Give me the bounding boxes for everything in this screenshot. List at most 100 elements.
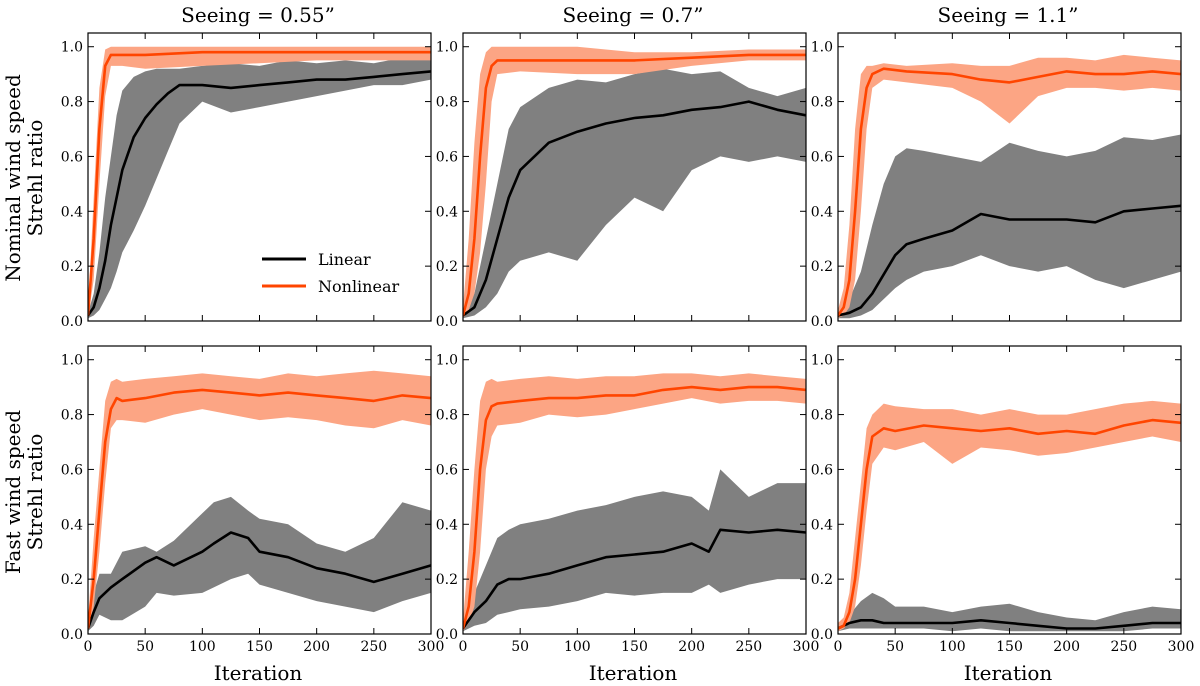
xtick-label-r2c2-0: 0 bbox=[459, 639, 468, 655]
ytick-label-r1c1-0.2: 0.2 bbox=[61, 259, 83, 275]
ytick-label-r2c2-0.2: 0.2 bbox=[436, 572, 458, 588]
band-linear-r1c3 bbox=[838, 134, 1181, 319]
line-nonlinear-r1c1 bbox=[88, 50, 431, 316]
xtick-label-r2c3-200: 200 bbox=[1053, 639, 1080, 655]
band-nonlinear-r1c2 bbox=[463, 46, 806, 319]
band-nonlinear-r2c2 bbox=[463, 373, 806, 632]
line-linear-r1c1 bbox=[88, 70, 431, 317]
ytick-label-r2c1-0.2: 0.2 bbox=[61, 572, 83, 588]
line-linear-r2c2 bbox=[463, 528, 806, 630]
line-linear-r1c3 bbox=[838, 204, 1181, 317]
ytick-label-r2c1-0.4: 0.4 bbox=[61, 517, 83, 533]
ytick-label-r2c1-0.6: 0.6 bbox=[61, 462, 83, 478]
xlabel-col-2: Iteration bbox=[589, 661, 678, 685]
ytick-label-r1c2-0.8: 0.8 bbox=[436, 95, 458, 111]
line-nonlinear-r1c2 bbox=[463, 53, 806, 316]
xtick-label-r2c1-150: 150 bbox=[246, 639, 273, 655]
line-nonlinear-r2c1 bbox=[88, 388, 431, 629]
xtick-label-r2c3-100: 100 bbox=[939, 639, 966, 655]
column-title-1: Seeing = 0.55” bbox=[181, 3, 335, 27]
line-linear-r2c3 bbox=[838, 618, 1181, 630]
xtick-label-r2c2-200: 200 bbox=[678, 639, 705, 655]
ytick-label-r1c3-0.6: 0.6 bbox=[811, 149, 833, 165]
band-linear-r1c2 bbox=[463, 68, 806, 319]
xtick-label-r2c1-250: 250 bbox=[360, 639, 387, 655]
ytick-label-r2c3-0.2: 0.2 bbox=[811, 572, 833, 588]
ytick-label-r1c3-0.0: 0.0 bbox=[811, 314, 833, 330]
panel-r1c1: 0.0 0.2 0.4 0.6 0.8 1.0 bbox=[61, 32, 432, 330]
column-title-2: Seeing = 0.7” bbox=[563, 3, 704, 27]
ytick-label-r2c1-0.0: 0.0 bbox=[61, 627, 83, 643]
panel-r2c1: 0 50 100 150 200 250 300 0.0 0.2 0.4 0.6 0.8 1.0 bbox=[61, 345, 445, 655]
ytick-label-r2c2-0.0: 0.0 bbox=[436, 627, 458, 643]
xtick-label-r2c1-0: 0 bbox=[84, 639, 93, 655]
ytick-label-r1c1-0.6: 0.6 bbox=[61, 149, 83, 165]
ytick-label-r2c2-0.6: 0.6 bbox=[436, 462, 458, 478]
xlabel-col-1: Iteration bbox=[214, 661, 303, 685]
line-linear-r2c1 bbox=[88, 531, 431, 629]
legend-label-linear: Linear bbox=[318, 250, 371, 269]
line-nonlinear-r2c3 bbox=[838, 418, 1181, 630]
band-nonlinear-r1c3 bbox=[838, 54, 1181, 319]
row-1-ylabel-line2: Strehl ratio bbox=[23, 120, 47, 237]
ytick-label-r2c1-0.8: 0.8 bbox=[61, 408, 83, 424]
ytick-label-r1c1-1.0: 1.0 bbox=[61, 40, 83, 56]
panel-r1c2: 0.0 0.2 0.4 0.6 0.8 1.0 bbox=[436, 32, 807, 330]
xtick-label-r2c3-50: 50 bbox=[886, 639, 904, 655]
ytick-label-r2c3-1.0: 1.0 bbox=[811, 353, 833, 369]
axes-frame-r2c3 bbox=[837, 345, 1182, 635]
panel-r2c2: 0 50 100 150 200 250 300 0.0 0.2 0.4 0.6 0.8 1.0 bbox=[436, 345, 820, 655]
band-nonlinear-r2c3 bbox=[838, 400, 1181, 632]
ytick-label-r1c2-0.4: 0.4 bbox=[436, 204, 458, 220]
xtick-label-r2c1-50: 50 bbox=[136, 639, 154, 655]
legend: Linear Nonlinear bbox=[262, 250, 399, 296]
ytick-label-r1c1-0.8: 0.8 bbox=[61, 95, 83, 111]
ytick-label-r2c1-1.0: 1.0 bbox=[61, 353, 83, 369]
ytick-label-r1c2-0.0: 0.0 bbox=[436, 314, 458, 330]
band-linear-r2c2 bbox=[463, 469, 806, 632]
xtick-label-r2c2-300: 300 bbox=[793, 639, 820, 655]
legend-label-nonlinear: Nonlinear bbox=[318, 277, 399, 296]
xtick-label-r2c3-250: 250 bbox=[1110, 639, 1137, 655]
ytick-label-r2c2-0.8: 0.8 bbox=[436, 408, 458, 424]
xtick-label-r2c1-200: 200 bbox=[303, 639, 330, 655]
row-2-ylabel-line2: Strehl ratio bbox=[23, 434, 47, 551]
ytick-label-r2c3-0.8: 0.8 bbox=[811, 408, 833, 424]
ytick-label-r1c3-1.0: 1.0 bbox=[811, 40, 833, 56]
band-linear-r2c1 bbox=[88, 496, 431, 632]
line-linear-r1c2 bbox=[463, 100, 806, 317]
band-linear-r1c1 bbox=[88, 54, 431, 319]
column-title-3: Seeing = 1.1” bbox=[938, 3, 1079, 27]
line-nonlinear-r2c2 bbox=[463, 385, 806, 629]
ytick-label-r1c2-1.0: 1.0 bbox=[436, 40, 458, 56]
ytick-label-r1c3-0.4: 0.4 bbox=[811, 204, 833, 220]
xtick-label-r2c2-150: 150 bbox=[621, 639, 648, 655]
ytick-label-r2c2-1.0: 1.0 bbox=[436, 353, 458, 369]
ytick-label-r1c1-0.4: 0.4 bbox=[61, 204, 83, 220]
panels-group: 0.00.20.40.60.81.00.00.20.40.60.81.00.00… bbox=[61, 32, 1195, 655]
xtick-label-r2c3-150: 150 bbox=[996, 639, 1023, 655]
xtick-label-r2c1-300: 300 bbox=[418, 639, 445, 655]
xtick-label-r2c2-100: 100 bbox=[564, 639, 591, 655]
row-1-ylabel-line1: Nominal wind speed bbox=[1, 74, 25, 282]
xtick-label-r2c3-0: 0 bbox=[834, 639, 843, 655]
ytick-label-r2c3-0.0: 0.0 bbox=[811, 627, 833, 643]
xlabel-col-3: Iteration bbox=[964, 661, 1053, 685]
ytick-label-r2c3-0.6: 0.6 bbox=[811, 462, 833, 478]
ytick-label-r1c1-0.0: 0.0 bbox=[61, 314, 83, 330]
panel-r2c3: 0 50 100 150 200 250 300 0.0 0.2 0.4 0.6 0.8 1.0 bbox=[811, 345, 1195, 655]
ytick-label-r1c3-0.2: 0.2 bbox=[811, 259, 833, 275]
xtick-label-r2c3-300: 300 bbox=[1168, 639, 1195, 655]
ytick-label-r2c2-0.4: 0.4 bbox=[436, 517, 458, 533]
ytick-label-r2c3-0.4: 0.4 bbox=[811, 517, 833, 533]
ytick-label-r1c2-0.2: 0.2 bbox=[436, 259, 458, 275]
panel-r1c3: 0.0 0.2 0.4 0.6 0.8 1.0 bbox=[811, 32, 1182, 330]
xtick-label-r2c2-250: 250 bbox=[735, 639, 762, 655]
xtick-label-r2c1-100: 100 bbox=[189, 639, 216, 655]
ytick-label-r1c2-0.6: 0.6 bbox=[436, 149, 458, 165]
line-nonlinear-r1c3 bbox=[838, 67, 1181, 317]
row-2-ylabel-line1: Fast wind speed bbox=[1, 410, 25, 574]
xtick-label-r2c2-50: 50 bbox=[511, 639, 529, 655]
ytick-label-r1c3-0.8: 0.8 bbox=[811, 95, 833, 111]
